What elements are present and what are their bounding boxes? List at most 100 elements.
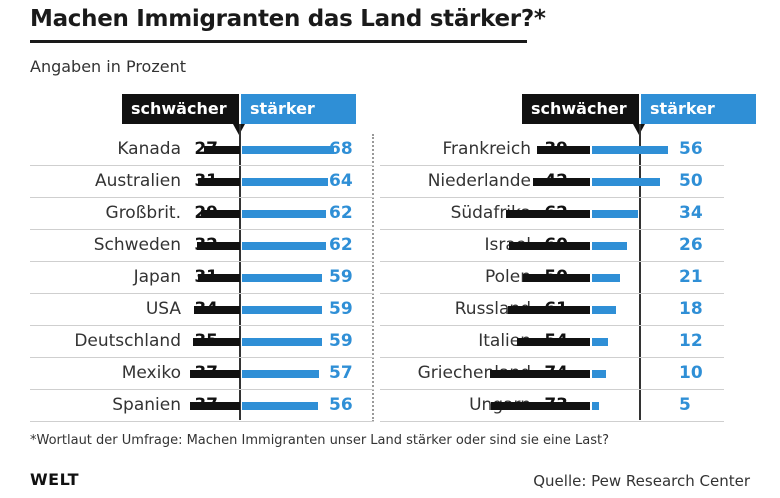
stronger-value-label: 62 [329,203,353,223]
bar-row: Italien5412 [380,326,724,358]
weaker-bar [198,274,240,282]
stronger-bar [592,274,621,282]
legend-weaker-left: schwächer [122,94,239,124]
stronger-value-label: 21 [679,267,703,287]
weaker-bar [507,306,590,314]
bar-row: USA3459 [30,294,374,326]
bar-row: Kanada2768 [30,134,374,166]
country-label: Griechenland [417,363,531,383]
legend-stronger-right: stärker [641,94,756,124]
bar-row: Spanien3756 [30,390,374,422]
stronger-bar [592,242,628,250]
country-label: Deutschland [74,331,181,351]
stronger-value-label: 59 [329,331,353,351]
weaker-bar [537,146,590,154]
bar-row: Mexiko3757 [30,358,374,390]
bar-row: Polen5021 [380,262,724,294]
chart-title: Machen Immigranten das Land stärker?* [30,6,546,32]
weaker-bar [200,210,240,218]
legend-weaker-right: schwächer [522,94,639,124]
country-label: Kanada [117,139,181,159]
stronger-value-label: 50 [679,171,703,191]
stronger-bar [242,338,322,346]
welt-logo: WELT [30,470,80,489]
chart-subtitle: Angaben in Prozent [30,57,186,76]
country-label: Niederlande [427,171,531,191]
stronger-bar [592,146,668,154]
country-label: Südafrika [450,203,531,223]
bar-row: Südafrika6234 [380,198,724,230]
stronger-bar [592,210,638,218]
bar-row: Russland6118 [380,294,724,326]
country-label: Schweden [93,235,181,255]
country-label: Russland [454,299,531,319]
panel-right: Frankreich3956Niederlande4250Südafrika62… [380,134,724,422]
stronger-value-label: 12 [679,331,703,351]
country-label: Großbrit. [105,203,181,223]
stronger-value-label: 62 [329,235,353,255]
country-label: Israel [484,235,531,255]
stronger-bar [242,274,322,282]
weaker-bar [533,178,590,186]
panel-left: Kanada2768Australien3164Großbrit.2962Sch… [30,134,374,422]
bar-row: Japan3159 [30,262,374,294]
weaker-bar [522,274,590,282]
stronger-bar [592,370,606,378]
title-rule [30,40,527,43]
weaker-bar [190,402,240,410]
bar-row: Griechenland7410 [380,358,724,390]
stronger-value-label: 10 [679,363,703,383]
weaker-bar [490,370,590,378]
weaker-bar [203,146,240,154]
stronger-value-label: 68 [329,139,353,159]
weaker-bar [509,242,590,250]
country-label: Italien [478,331,531,351]
stronger-bar [242,146,334,154]
stronger-value-label: 34 [679,203,703,223]
weaker-bar [194,306,240,314]
bar-row: Israel6026 [380,230,724,262]
country-label: Frankreich [442,139,532,159]
weaker-bar [491,402,590,410]
bar-row: Niederlande4250 [380,166,724,198]
footnote: *Wortlaut der Umfrage: Machen Immigrante… [30,433,610,448]
stronger-value-label: 56 [329,395,353,415]
stronger-value-label: 57 [329,363,353,383]
panel-divider [372,134,374,422]
bar-row: Großbrit.2962 [30,198,374,230]
bar-row: Deutschland3559 [30,326,374,358]
stronger-bar [242,306,322,314]
stronger-bar [592,402,599,410]
stronger-value-label: 64 [329,171,353,191]
stronger-bar [242,242,326,250]
weaker-bar [190,370,240,378]
stronger-value-label: 59 [329,299,353,319]
stronger-bar [242,210,326,218]
source-note: Quelle: Pew Research Center [533,472,750,490]
weaker-bar [517,338,590,346]
legend-stronger-left: stärker [241,94,356,124]
zero-axis-right [639,124,641,420]
weaker-bar [196,242,240,250]
weaker-bar [506,210,590,218]
stronger-value-label: 56 [679,139,703,159]
bar-row: Ungarn735 [380,390,724,422]
bar-row: Frankreich3956 [380,134,724,166]
stronger-bar [592,338,609,346]
weaker-bar [198,178,240,186]
stronger-bar [242,402,318,410]
stronger-bar [242,370,319,378]
stronger-bar [592,306,617,314]
stronger-value-label: 26 [679,235,703,255]
country-label: Polen [484,267,531,287]
country-label: Japan [133,267,181,287]
zero-axis-left [239,124,241,420]
country-label: Australien [94,171,181,191]
stronger-value-label: 5 [679,395,691,415]
weaker-bar [192,338,240,346]
stronger-bar [242,178,329,186]
bar-row: Australien3164 [30,166,374,198]
bar-row: Schweden3262 [30,230,374,262]
country-label: Mexiko [121,363,181,383]
stronger-value-label: 18 [679,299,703,319]
